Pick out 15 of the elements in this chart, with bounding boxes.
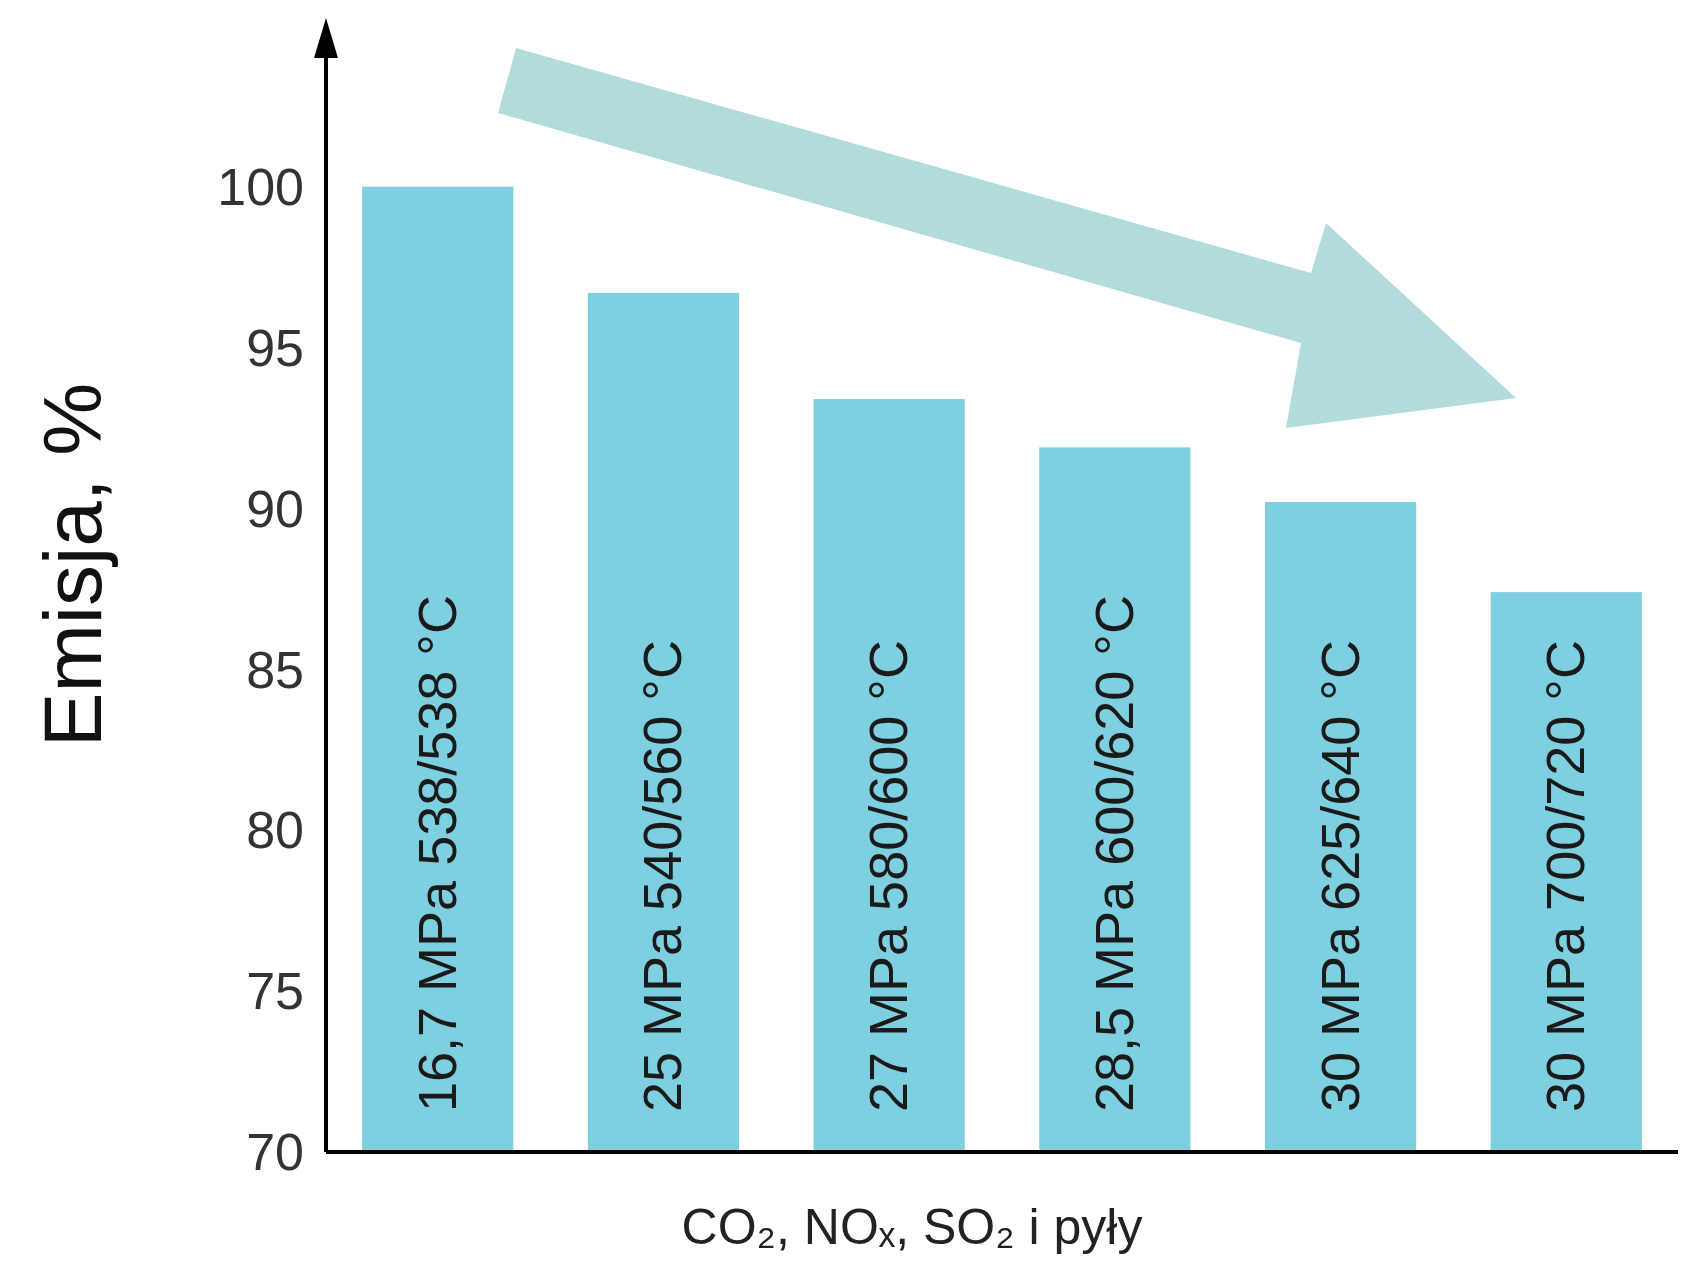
x-tick-label: 16,7 MPa 538/538 °C: [406, 595, 467, 1112]
y-tick-label: 95: [246, 318, 304, 377]
y-tick-label: 70: [246, 1123, 304, 1182]
y-tick-label: 100: [217, 157, 304, 216]
x-tick-label: 30 MPa 700/720 °C: [1535, 640, 1596, 1112]
y-tick-label: 75: [246, 962, 304, 1021]
y-axis-title: Emisja, %: [27, 382, 118, 748]
x-axis-title: CO₂, NOₓ, SO₂ i pyły: [681, 1199, 1143, 1255]
y-tick-label: 80: [246, 801, 304, 860]
x-tick-label: 30 MPa 625/640 °C: [1309, 640, 1370, 1112]
y-tick-label: 85: [246, 640, 304, 699]
x-tick-label: 28,5 MPa 600/620 °C: [1083, 595, 1144, 1112]
x-tick-label: 27 MPa 580/600 °C: [858, 640, 919, 1112]
x-tick-label: 25 MPa 540/560 °C: [632, 640, 693, 1112]
y-tick-label: 90: [246, 479, 304, 538]
